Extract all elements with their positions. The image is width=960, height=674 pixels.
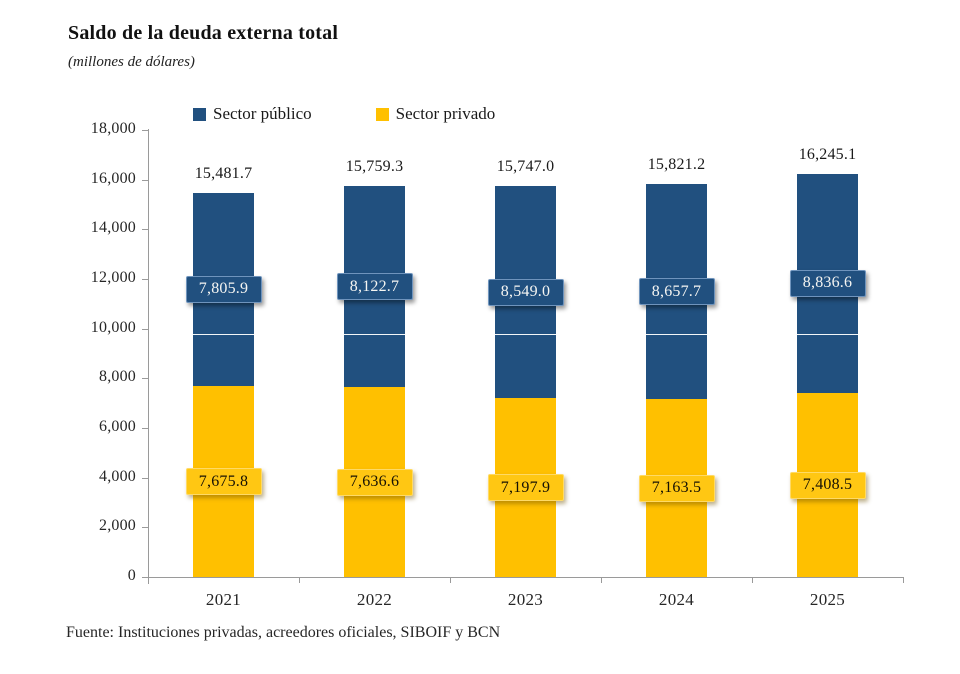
y-tick-mark xyxy=(142,130,148,131)
y-tick-mark xyxy=(142,477,148,479)
x-tick-mark xyxy=(148,577,149,583)
y-tick-mark xyxy=(142,428,148,429)
source-note: Fuente: Instituciones privadas, acreedor… xyxy=(66,624,501,641)
total-label: 15,759.3 xyxy=(345,157,404,175)
page-title: Saldo de la deuda externa total xyxy=(68,22,339,44)
page-subtitle: (millones de dólares) xyxy=(68,54,195,70)
y-tick-mark xyxy=(142,179,148,181)
value-label-publico: 8,122.7 xyxy=(336,273,413,300)
x-tick-mark xyxy=(903,577,904,583)
value-label-publico: 7,805.9 xyxy=(185,275,262,303)
legend-swatch-publico-icon xyxy=(193,107,206,121)
x-tick-mark xyxy=(752,577,753,583)
y-tick-label: 2,000 xyxy=(99,517,136,535)
y-tick-label: 18,000 xyxy=(90,120,136,137)
y-tick-mark xyxy=(142,527,148,529)
value-label-publico: 8,549.0 xyxy=(487,278,564,306)
x-axis-line xyxy=(148,577,904,578)
x-tick-mark xyxy=(601,577,602,583)
y-tick-label: 4,000 xyxy=(99,467,136,485)
value-label-privado: 7,636.6 xyxy=(336,468,413,496)
x-category-label: 2025 xyxy=(809,590,846,609)
x-tick-mark xyxy=(299,577,300,583)
value-label-privado: 7,197.9 xyxy=(487,474,564,502)
legend-item-sector-privado: Sector privado xyxy=(375,104,496,124)
y-axis-line xyxy=(148,129,149,584)
y-tick-mark xyxy=(142,279,148,280)
y-tick-label: 10,000 xyxy=(90,318,136,336)
y-tick-label: 12,000 xyxy=(90,269,136,286)
total-label: 16,245.1 xyxy=(798,145,857,163)
value-label-privado: 7,408.5 xyxy=(789,471,866,499)
y-tick-label: 16,000 xyxy=(90,169,136,187)
value-label-privado: 7,163.5 xyxy=(638,474,715,502)
x-category-label: 2021 xyxy=(205,590,242,609)
legend: Sector público Sector privado xyxy=(193,104,495,124)
y-tick-mark xyxy=(142,328,148,330)
legend-item-sector-publico: Sector público xyxy=(193,104,312,124)
value-label-publico: 8,657.7 xyxy=(638,278,715,306)
y-tick-mark xyxy=(142,229,148,231)
total-label: 15,747.0 xyxy=(496,157,555,175)
y-tick-mark xyxy=(142,378,148,380)
x-category-label: 2024 xyxy=(658,590,695,609)
value-label-publico: 8,836.6 xyxy=(789,269,866,297)
y-tick-label: 6,000 xyxy=(99,418,136,435)
y-tick-mark xyxy=(142,577,148,578)
legend-label-publico: Sector público xyxy=(213,104,312,123)
y-tick-label: 14,000 xyxy=(90,219,136,237)
y-tick-label: 8,000 xyxy=(99,368,136,386)
value-label-privado: 7,675.8 xyxy=(185,468,262,496)
x-category-label: 2022 xyxy=(356,590,393,609)
legend-label-privado: Sector privado xyxy=(395,104,496,123)
total-label: 15,821.2 xyxy=(647,156,706,174)
total-label: 15,481.7 xyxy=(194,164,253,182)
legend-swatch-privado-icon xyxy=(375,107,389,121)
x-tick-mark xyxy=(450,577,451,583)
x-category-label: 2023 xyxy=(507,590,544,609)
overlay-gridline xyxy=(149,333,903,335)
y-tick-label: 0 xyxy=(127,567,136,584)
